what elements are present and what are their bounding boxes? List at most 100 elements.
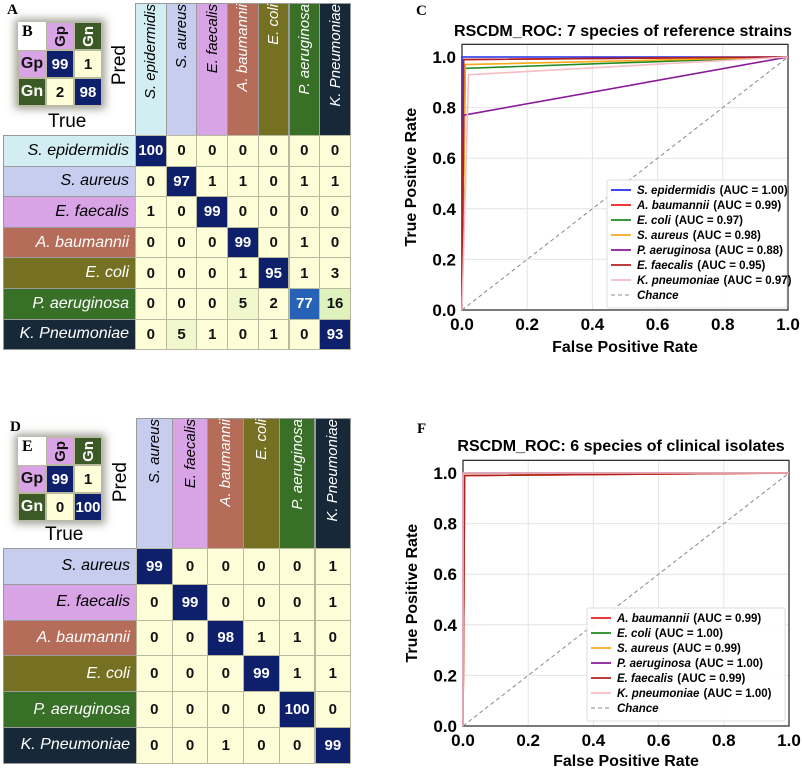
legend-species: P. aeruginosa: [637, 245, 712, 257]
chart-title: RSCDM_ROC: 6 species of clinical isolate…: [457, 438, 784, 455]
matrix-cell: 99: [243, 655, 280, 693]
legend-species: K. pneumoniae: [637, 275, 720, 287]
y-axis-label: True Positive Rate: [404, 524, 421, 663]
matrix-cell: 0: [257, 165, 290, 198]
x-tick-label: 0.0: [451, 731, 475, 750]
matrix-cell: 0: [136, 691, 173, 728]
roc-curve-k-pneumoniae: [462, 472, 789, 726]
matrix-cell: 1: [314, 548, 352, 585]
matrix-cell: 0: [165, 226, 198, 259]
legend-auc: (AUC = 1.00): [720, 185, 788, 197]
matrix-cell: 0: [136, 583, 173, 621]
legend-box: [606, 179, 788, 309]
legend-auc: (AUC = 1.00): [695, 658, 763, 670]
row-header-label: K. Pneumoniae: [19, 325, 129, 343]
true-axis-label: True: [48, 111, 87, 132]
legend-auc: (AUC = 0.97): [723, 275, 791, 287]
matrix-cell: 0: [314, 691, 352, 728]
y-axis-label: True Positive Rate: [403, 108, 420, 247]
true-axis-label: True: [45, 524, 84, 545]
column-header: P. aeruginosa: [278, 418, 316, 549]
matrix-cell: 0: [165, 196, 198, 228]
gp-gn-inset-B: B Gp Gp Gn Gn 99 1 2 98: [18, 22, 102, 106]
legend-entry: K. pneumoniae (AUC = 1.00): [617, 688, 772, 700]
legend-species: E. faecalis: [637, 260, 693, 272]
column-header-label: P. aeruginosa: [295, 4, 313, 95]
matrix-cell: 1: [257, 318, 290, 351]
matrix-cell: 99: [227, 226, 259, 259]
panel-label-d: D: [10, 419, 21, 435]
column-header-label: E. coli: [265, 4, 283, 45]
inset-column-label: Gn: [79, 440, 97, 462]
y-tick-label: 0.6: [432, 149, 456, 168]
inset-cell: 100: [74, 493, 102, 521]
row-header: A. baumannii: [3, 226, 136, 259]
chart-title: RSCDM_ROC: 7 species of reference strain…: [454, 23, 792, 40]
matrix-cell: 0: [171, 548, 209, 585]
matrix-cell: 93: [319, 318, 351, 351]
matrix-cell: 5: [227, 288, 259, 320]
legend-chance-label: Chance: [617, 703, 659, 715]
matrix-cell: 3: [319, 257, 351, 289]
y-tick-label: 1.0: [432, 48, 456, 67]
panel-label-b: B: [22, 23, 33, 40]
y-tick-label: 0.6: [433, 565, 457, 584]
matrix-cell: 0: [207, 655, 245, 693]
inset-cell: 99: [46, 50, 74, 78]
x-tick-label: 1.0: [776, 315, 800, 334]
legend-entry: P. aeruginosa (AUC = 1.00): [617, 658, 763, 670]
matrix-cell: 0: [288, 318, 321, 351]
inset-cell: 1: [74, 50, 102, 78]
matrix-cell: 0: [227, 196, 259, 228]
column-header-label: E. coli: [252, 419, 270, 460]
matrix-cell: 1: [314, 583, 352, 621]
matrix-cell: 1: [196, 165, 229, 198]
row-header-label: A. baumannii: [36, 628, 130, 646]
matrix-cell: 0: [135, 257, 167, 289]
row-header-label: P. aeruginosa: [33, 700, 130, 718]
x-tick-label: 1.0: [777, 731, 801, 750]
panel-label-a: A: [7, 2, 18, 18]
y-tick-label: 0.2: [432, 250, 456, 269]
column-header: K. Pneumoniae: [314, 418, 352, 549]
matrix-cell: 16: [319, 288, 351, 320]
matrix-cell: 0: [165, 288, 198, 320]
row-header: A. baumannii: [3, 619, 137, 657]
column-header-label: P. aeruginosa: [288, 419, 306, 510]
legend-entry: E. coli (AUC = 1.00): [617, 628, 723, 640]
x-tick-label: 0.2: [516, 731, 540, 750]
y-tick-label: 0.8: [432, 99, 456, 118]
matrix-cell: 0: [227, 318, 259, 351]
y-tick-label: 0.4: [433, 616, 457, 635]
legend-auc: (AUC = 0.88): [715, 245, 783, 257]
column-header: E. coli: [243, 418, 280, 549]
column-header-label: S. epidermidis: [142, 4, 160, 100]
matrix-cell: 0: [171, 727, 209, 764]
legend-entry: A. baumannii (AUC = 0.99): [636, 200, 781, 212]
y-tick-label: 0.2: [433, 666, 457, 685]
roc-curve-e-faecalis: [461, 56, 789, 311]
panel-label-f: F: [417, 421, 427, 437]
legend-species: E. coli: [637, 215, 672, 227]
matrix-cell: 95: [257, 257, 290, 289]
x-tick-label: 0.4: [581, 315, 605, 334]
matrix-cell: 1: [278, 619, 316, 657]
matrix-cell: 99: [136, 548, 173, 585]
legend-entry: E. faecalis (AUC = 0.95): [637, 260, 765, 272]
matrix-cell: 0: [288, 196, 321, 228]
row-header-label: S. aureus: [60, 172, 129, 190]
legend-entry: E. faecalis (AUC = 0.99): [617, 673, 745, 685]
legend-entry: E. coli (AUC = 0.97): [637, 215, 743, 227]
matrix-cell: 100: [135, 135, 167, 167]
row-header-label: K. Pneumoniae: [20, 736, 130, 754]
row-header-label: E. faecalis: [56, 593, 130, 611]
matrix-cell: 1: [288, 257, 321, 289]
matrix-cell: 0: [278, 548, 316, 585]
row-header: E. faecalis: [3, 583, 137, 621]
matrix-cell: 0: [165, 257, 198, 289]
legend-auc: (AUC = 0.99): [713, 200, 781, 212]
legend-entry: S. aureus (AUC = 0.99): [617, 643, 741, 655]
legend-species: S. aureus: [617, 643, 669, 655]
pred-axis-label: Pred: [109, 45, 130, 86]
legend-auc: (AUC = 0.99): [673, 643, 741, 655]
